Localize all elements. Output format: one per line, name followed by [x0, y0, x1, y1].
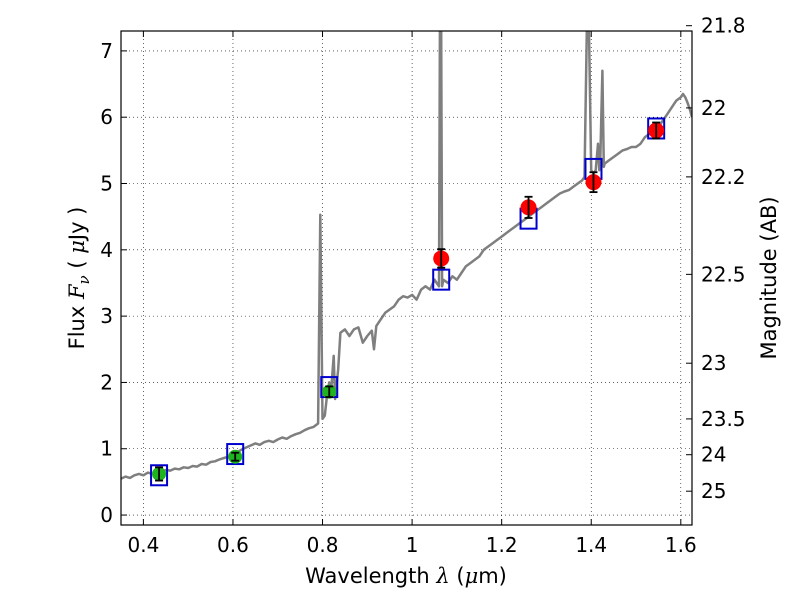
y-tick-label: 2	[100, 370, 113, 394]
x-tick-label: 1	[406, 533, 419, 557]
y2-tick-label: 25	[701, 479, 726, 503]
x-tick-label: 0.6	[217, 533, 249, 557]
y-tick-label: 3	[100, 304, 113, 328]
y2-tick-label: 23.5	[701, 407, 746, 431]
y-tick-label: 0	[100, 503, 113, 527]
y-tick-label: 4	[100, 238, 113, 262]
y-tick-label: 6	[100, 105, 113, 129]
y2-tick-label: 22.5	[701, 262, 746, 286]
y2-tick-label: 22.2	[701, 165, 746, 189]
plot-area	[121, 31, 692, 487]
x-tick-label: 1.2	[486, 533, 518, 557]
x-axis-label: Wavelength λ (μm)	[305, 564, 507, 588]
axis-ticks: 0.4 0.6 0.8 1 1.2 1.4 1.60123456721.82222.222.…	[100, 14, 745, 557]
photometry-series	[152, 121, 665, 482]
x-tick-label: 0.4	[127, 533, 159, 557]
plot-background	[121, 31, 692, 525]
y2-tick-label: 22	[701, 96, 726, 120]
y-tick-label: 7	[100, 39, 113, 63]
model-box-marker	[226, 443, 245, 466]
x-tick-label: 1.4	[575, 533, 607, 557]
model-box-marker	[432, 268, 451, 291]
y2-axis-label: Magnitude (AB)	[757, 196, 781, 359]
y2-tick-label: 21.8	[701, 14, 746, 38]
y-axis-label: Flux Fν ( μJy )	[65, 207, 93, 350]
x-tick-label: 1.6	[665, 533, 697, 557]
x-tick-label: 0.8	[307, 533, 339, 557]
y2-tick-label: 24	[701, 443, 726, 467]
y-tick-label: 5	[100, 172, 113, 196]
plot-frame	[120, 30, 693, 526]
model-box-marker	[150, 464, 169, 487]
y-tick-label: 1	[100, 437, 113, 461]
y2-tick-label: 23	[701, 351, 726, 375]
